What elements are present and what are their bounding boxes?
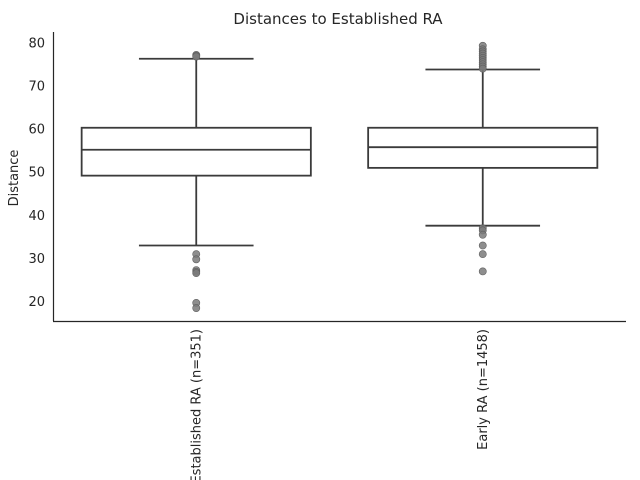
outlier-point [192,304,201,312]
x-tick-label: Established RA (n=351) [189,329,204,480]
box-series [367,41,599,276]
y-tick-label: 80 [28,36,45,51]
outlier-point [478,241,487,250]
boxes-group [80,41,599,312]
y-tick-label: 30 [28,252,45,267]
x-tick-label: Early RA (n=1458) [476,329,491,450]
outlier-point [478,250,487,259]
outlier-point [192,269,201,278]
outlier-point [478,230,487,239]
y-tick-label: 50 [28,166,45,181]
y-tick-label: 20 [28,295,45,310]
chart-title: Distances to Established RA [233,10,443,28]
y-tick-group: 20 30 40 50 60 70 80 [28,36,45,310]
y-tick-label: 70 [28,79,45,94]
x-tick-group: Established RA (n=351) Early RA (n=1458) [189,329,491,480]
outlier-point [192,52,201,61]
box-series [80,50,312,312]
y-tick-label: 60 [28,123,45,138]
outlier-point [478,64,487,73]
y-axis-label: Distance [7,150,22,207]
y-tick-label: 40 [28,209,45,224]
outlier-point [192,255,201,264]
box-iqr [80,126,312,177]
outlier-point [478,267,487,276]
